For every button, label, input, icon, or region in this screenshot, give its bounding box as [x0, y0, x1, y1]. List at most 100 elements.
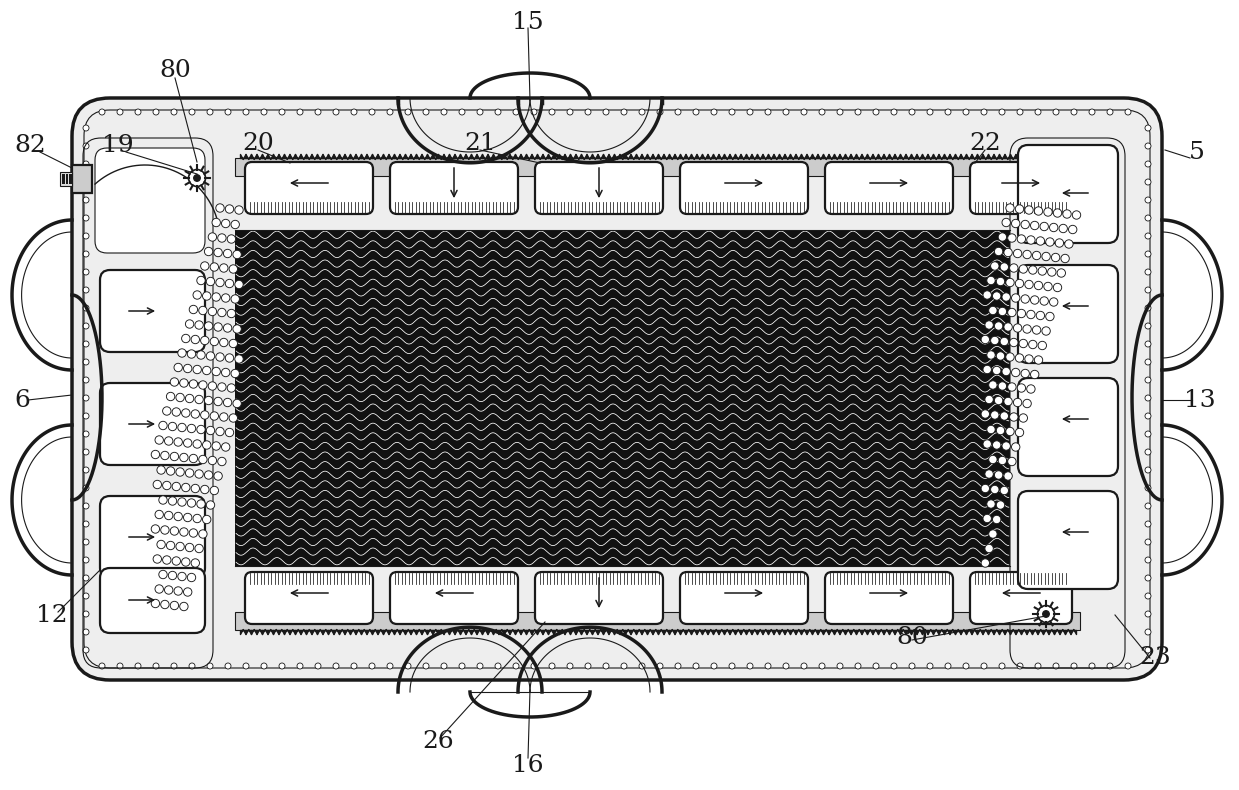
Circle shape — [155, 436, 164, 444]
Circle shape — [83, 341, 89, 347]
Circle shape — [1061, 254, 1069, 263]
Circle shape — [222, 368, 230, 377]
Circle shape — [173, 438, 182, 446]
Circle shape — [219, 413, 228, 421]
Text: 26: 26 — [422, 731, 453, 754]
Circle shape — [135, 109, 141, 115]
Text: 13: 13 — [1184, 389, 1215, 412]
Circle shape — [1038, 267, 1047, 275]
Circle shape — [176, 468, 185, 476]
Circle shape — [1145, 557, 1151, 563]
Circle shape — [178, 572, 186, 581]
FancyBboxPatch shape — [390, 572, 518, 624]
Circle shape — [190, 663, 195, 669]
Circle shape — [981, 335, 990, 344]
FancyBboxPatch shape — [535, 572, 663, 624]
Circle shape — [369, 109, 375, 115]
Circle shape — [1020, 414, 1027, 422]
Circle shape — [182, 334, 190, 343]
Circle shape — [1038, 341, 1047, 350]
Text: 80: 80 — [159, 58, 191, 81]
Circle shape — [170, 378, 178, 386]
Text: 6: 6 — [14, 389, 30, 412]
Circle shape — [261, 109, 266, 115]
Circle shape — [1145, 251, 1151, 257]
Circle shape — [161, 451, 169, 460]
Circle shape — [216, 204, 224, 213]
Circle shape — [1017, 663, 1023, 669]
Circle shape — [279, 109, 285, 115]
Circle shape — [201, 261, 209, 270]
Circle shape — [218, 383, 225, 391]
Circle shape — [621, 109, 627, 115]
Circle shape — [855, 663, 861, 669]
FancyBboxPatch shape — [100, 568, 204, 633]
Circle shape — [567, 663, 572, 669]
Circle shape — [992, 441, 1001, 450]
Circle shape — [983, 514, 991, 523]
Circle shape — [229, 414, 238, 422]
Circle shape — [1004, 323, 1012, 331]
Circle shape — [995, 397, 1002, 404]
Circle shape — [219, 264, 228, 273]
Circle shape — [193, 440, 202, 448]
Circle shape — [1070, 109, 1077, 115]
Circle shape — [1040, 222, 1048, 231]
Circle shape — [227, 384, 235, 392]
Circle shape — [178, 349, 186, 357]
Circle shape — [783, 663, 789, 669]
Circle shape — [981, 410, 990, 418]
Circle shape — [532, 663, 536, 669]
Circle shape — [165, 511, 173, 520]
Circle shape — [1145, 341, 1151, 347]
Circle shape — [1023, 399, 1031, 408]
Circle shape — [182, 558, 190, 566]
Circle shape — [1035, 663, 1041, 669]
Circle shape — [985, 395, 994, 404]
Circle shape — [963, 109, 969, 115]
Circle shape — [800, 663, 807, 669]
Circle shape — [1048, 268, 1056, 276]
Circle shape — [991, 337, 999, 344]
Circle shape — [166, 393, 175, 401]
Circle shape — [991, 411, 999, 419]
Circle shape — [1145, 395, 1151, 401]
Circle shape — [1020, 265, 1027, 273]
Circle shape — [197, 500, 206, 508]
Circle shape — [83, 413, 89, 419]
Circle shape — [1145, 611, 1151, 617]
Circle shape — [195, 470, 203, 478]
Circle shape — [83, 431, 89, 437]
Circle shape — [1145, 485, 1151, 491]
Circle shape — [333, 109, 339, 115]
Circle shape — [1145, 593, 1151, 599]
Circle shape — [764, 109, 771, 115]
Circle shape — [180, 528, 188, 536]
Circle shape — [729, 663, 735, 669]
Circle shape — [187, 424, 196, 433]
Circle shape — [996, 277, 1005, 286]
Circle shape — [173, 512, 182, 521]
Circle shape — [1027, 310, 1035, 318]
Circle shape — [83, 593, 89, 599]
Circle shape — [995, 471, 1002, 480]
FancyBboxPatch shape — [100, 270, 204, 352]
Circle shape — [995, 322, 1002, 330]
Circle shape — [1017, 235, 1026, 243]
Circle shape — [1145, 233, 1151, 239]
Circle shape — [83, 143, 89, 149]
Circle shape — [178, 423, 186, 431]
Circle shape — [1145, 287, 1151, 293]
Circle shape — [693, 109, 699, 115]
Circle shape — [225, 663, 230, 669]
Circle shape — [1106, 109, 1113, 115]
Circle shape — [477, 663, 483, 669]
Circle shape — [211, 337, 218, 346]
Circle shape — [532, 109, 536, 115]
Circle shape — [1145, 161, 1151, 167]
Circle shape — [1000, 337, 1009, 346]
Circle shape — [161, 526, 169, 534]
Circle shape — [207, 663, 213, 669]
Circle shape — [567, 109, 572, 115]
Circle shape — [83, 539, 89, 545]
